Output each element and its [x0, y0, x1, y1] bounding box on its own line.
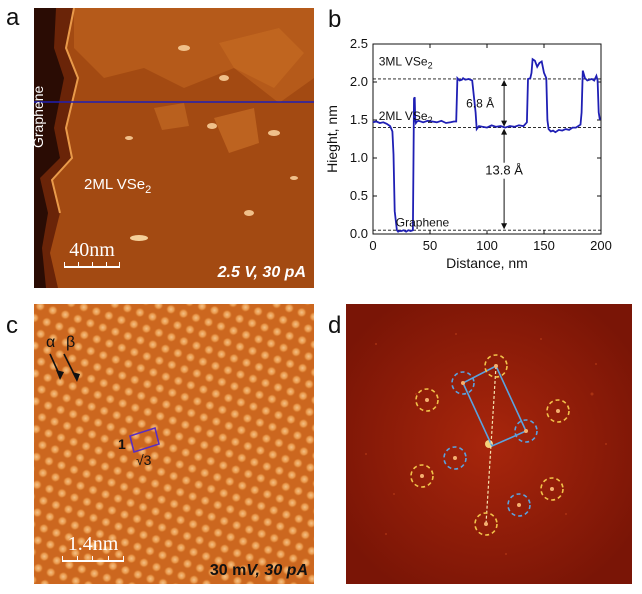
film-label: 2ML VSe2: [84, 176, 151, 196]
alpha-label: α: [46, 334, 56, 351]
panel-letter-a: a: [6, 4, 20, 31]
bias-a: 2.5 V, 30 pA: [217, 264, 306, 281]
unit-cell-one-label: 1: [118, 436, 126, 452]
bias-c-value: 30 m: [209, 562, 247, 579]
scalebar-c: 1.4nm: [62, 532, 124, 562]
stm-image-c-graphic: [34, 304, 314, 584]
step-arrow-1-head-top: [501, 79, 508, 86]
beta-label: β: [66, 334, 76, 351]
graphene-label: Graphene: [34, 85, 46, 148]
height-profile-chart: 0 50 100 150 200 0.0 0.5 1.0 1.5 2.0 2.5 Distance, …: [325, 36, 612, 271]
film-label-sub: 2: [145, 184, 152, 196]
stm-image-a-graphic: [34, 8, 314, 288]
x-tick-label: 50: [423, 238, 437, 253]
step-arrow-2-head-top: [501, 128, 508, 135]
y-tick-label: 1.0: [350, 150, 368, 165]
label-step-2-bg: [478, 162, 531, 179]
film-label-text: 2ML VSe: [84, 176, 146, 193]
y-tick-label: 0.5: [350, 188, 368, 203]
y-tick-label: 2.0: [350, 74, 368, 89]
x-tick-label: 100: [476, 238, 498, 253]
stm-image-a: Graphene 2ML VSe2 40nm 2.5 V, 30 pA: [34, 8, 314, 288]
label-2ml: 2ML VSe2: [379, 109, 433, 125]
height-profile-line: [372, 57, 601, 233]
unit-cell-sqrt3-label: √3: [136, 452, 152, 468]
label-graphene: Graphene: [396, 215, 450, 229]
stm-image-c: α β 1 √3 1.4nm 30 mV, 30 pA: [34, 304, 314, 584]
step-arrow-2-head-bottom: [501, 223, 508, 230]
label-step-2: 13.8 Å: [485, 163, 523, 178]
bias-c: 30 mV, 30 pA: [210, 562, 308, 580]
x-tick-label: 0: [369, 238, 376, 253]
panel-letter-b: b: [328, 6, 342, 33]
y-axis-label: Hieght, nm: [325, 105, 340, 173]
scalebar-a: 40nm: [64, 239, 120, 268]
x-axis-label: Distance, nm: [446, 255, 528, 271]
y-tick-label: 0.0: [350, 226, 368, 241]
y-tick-label: 1.5: [350, 112, 368, 127]
x-tick-label: 200: [590, 238, 612, 253]
panel-letter-d: d: [328, 312, 342, 339]
fft-image-d-graphic: [346, 304, 632, 584]
plot-frame: [372, 43, 602, 235]
x-tick-label: 150: [533, 238, 555, 253]
label-3ml: 3ML VSe2: [379, 54, 433, 70]
y-tick-label: 2.5: [350, 36, 368, 51]
step-arrow-1-head-bottom: [501, 120, 508, 127]
bias-c-unit: V, 30 pA: [246, 562, 308, 579]
fft-image-d: [346, 304, 632, 584]
panel-letter-c: c: [6, 312, 18, 339]
scalebar-a-text: 40nm: [69, 239, 115, 261]
label-step-1: 6.8 Å: [466, 95, 494, 110]
scalebar-c-text: 1.4nm: [67, 533, 119, 555]
